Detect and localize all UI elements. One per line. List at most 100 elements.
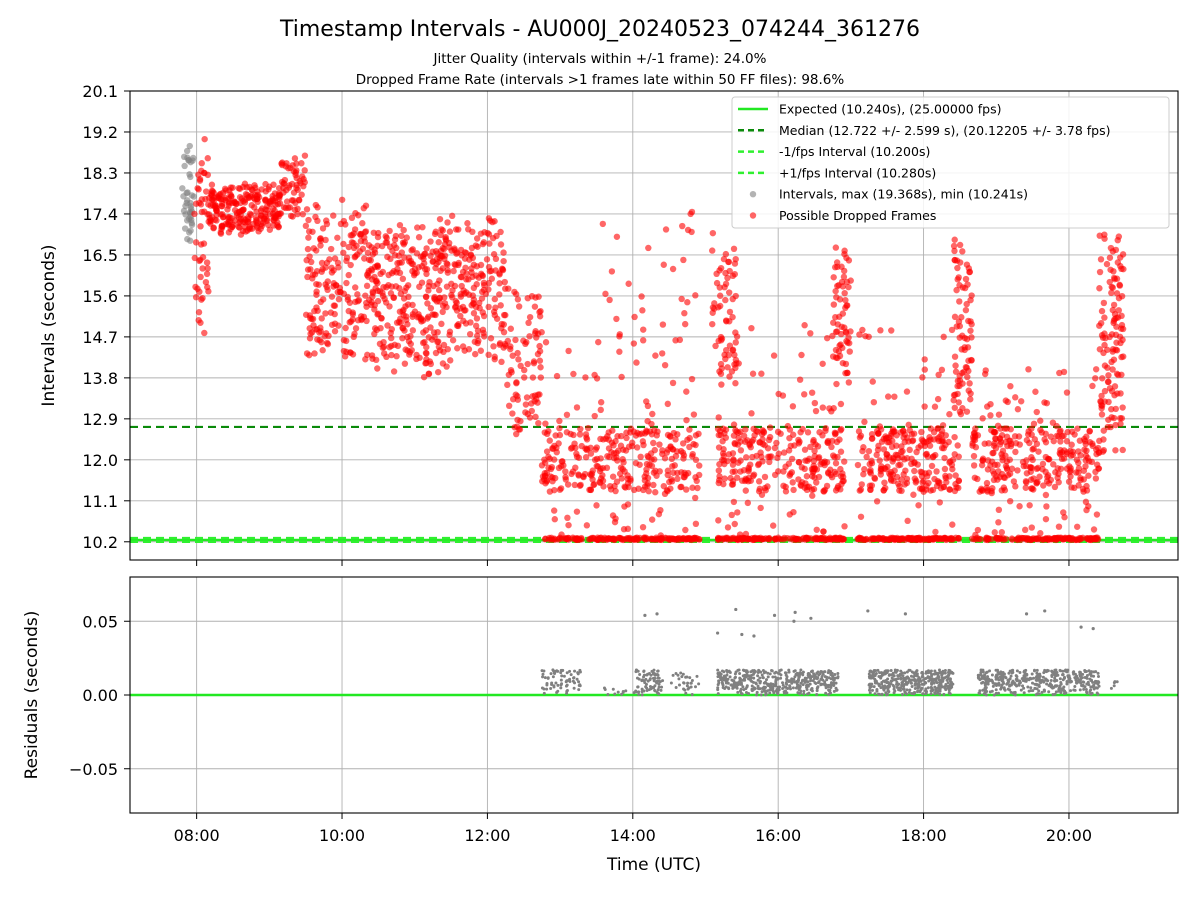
residual-point (785, 677, 789, 681)
dropped-frame-point (1001, 487, 1009, 494)
dropped-frame-point (420, 255, 427, 263)
residual-point (997, 681, 1001, 685)
dropped-frame-point (576, 431, 584, 438)
dropped-frame-point (876, 457, 883, 464)
residual-point (750, 689, 754, 693)
residual-point (787, 668, 791, 672)
dropped-frame-point (956, 377, 964, 384)
dropped-frame-point (330, 212, 337, 219)
residual-point (725, 668, 729, 672)
dropped-frame-point (887, 534, 894, 542)
dropped-frame-point (413, 269, 420, 276)
dropped-frame-point (427, 252, 434, 260)
dropped-frame-point (414, 224, 421, 231)
dropped-frame-point (774, 454, 781, 462)
dropped-frame-point (912, 477, 920, 484)
residual-point (642, 669, 646, 673)
dropped-frame-point (203, 270, 211, 278)
dropped-frame-point (1090, 526, 1098, 533)
dropped-frame-point (368, 352, 376, 359)
dropped-frame-point (236, 194, 244, 201)
residual-point (868, 682, 872, 686)
residual-point (922, 682, 926, 686)
dropped-frame-point (1074, 425, 1081, 432)
dropped-frame-point (808, 389, 816, 396)
dropped-frame-point (428, 336, 436, 343)
dropped-frame-point (837, 400, 845, 408)
time-xtick-label: 16:00 (755, 826, 801, 845)
residual-point (683, 688, 687, 692)
dropped-frame-point (393, 353, 400, 360)
residual-point (576, 672, 580, 676)
dropped-frame-point (829, 473, 836, 481)
dropped-frame-point (620, 526, 628, 533)
dropped-frame-point (1098, 411, 1106, 418)
residual-point (565, 689, 569, 693)
residual-point (685, 684, 689, 688)
dropped-frame-point (715, 304, 722, 311)
dropped-frame-point (946, 486, 953, 493)
dropped-frame-point (832, 264, 839, 271)
dropped-frame-point (203, 188, 210, 195)
dropped-frame-point (731, 270, 738, 278)
residual-point (1087, 669, 1091, 673)
dropped-frame-point (862, 332, 869, 340)
dropped-frame-point (960, 368, 968, 376)
dropped-frame-point (733, 474, 741, 481)
dropped-frame-point (409, 327, 417, 334)
dropped-frame-point (899, 535, 907, 542)
residual-point (716, 686, 720, 690)
dropped-frame-point (439, 308, 446, 316)
dropped-frame-point (1118, 265, 1125, 273)
dropped-frame-point (473, 235, 481, 242)
interval-point (186, 142, 193, 150)
dropped-frame-point (1010, 478, 1018, 485)
dropped-frame-point (1042, 453, 1050, 461)
residual-point (760, 673, 764, 677)
dropped-frame-point (784, 422, 792, 430)
residuals-frame (129, 576, 1179, 814)
dropped-frame-point (279, 159, 286, 166)
dropped-frame-point (505, 402, 513, 410)
residual-point (603, 688, 607, 692)
dropped-frame-point (784, 534, 791, 542)
dropped-frame-point (262, 188, 270, 195)
residual-point (913, 674, 917, 678)
residual-point (782, 691, 786, 695)
dropped-frame-point (312, 201, 320, 209)
dropped-frame-point (998, 529, 1005, 536)
dropped-frame-point (678, 295, 685, 303)
residual-point (984, 693, 988, 697)
dropped-frame-point (340, 290, 348, 297)
dropped-frame-point (918, 428, 925, 436)
residual-point (813, 681, 817, 685)
dropped-frame-point (841, 523, 848, 530)
dropped-frame-point (830, 301, 838, 308)
residual-point (890, 676, 894, 680)
dropped-frame-point (910, 491, 917, 498)
dropped-frame-point (609, 473, 617, 480)
residual-point (869, 674, 873, 678)
dropped-frame-point (498, 358, 505, 366)
dropped-frame-point (201, 329, 208, 337)
dropped-frame-point (964, 281, 971, 288)
dropped-frame-point (737, 457, 744, 464)
residual-point (655, 679, 659, 683)
dropped-frame-point (562, 468, 569, 475)
dropped-frame-point (839, 478, 846, 485)
residual-outlier-point (1024, 612, 1029, 616)
dropped-frame-point (832, 460, 840, 467)
residual-point (606, 693, 610, 697)
residual-point (986, 675, 990, 679)
residual-point (799, 689, 803, 693)
residual-point (1034, 693, 1038, 697)
residual-point (829, 681, 833, 685)
dropped-frame-point (425, 370, 433, 378)
dropped-frame-point (737, 438, 744, 445)
dropped-frame-point (509, 352, 516, 359)
residual-point (677, 683, 681, 687)
dropped-frame-point (574, 536, 581, 544)
dropped-frame-point (436, 277, 443, 284)
dropped-frame-point (715, 337, 722, 345)
dropped-frame-point (497, 241, 505, 248)
